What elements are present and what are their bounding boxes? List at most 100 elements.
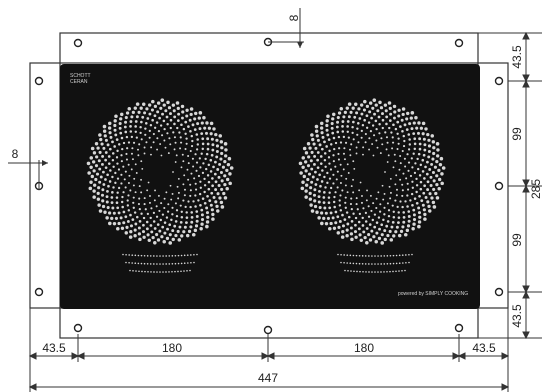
brand-logo-line2: CERAN <box>70 79 88 85</box>
burner-dot <box>209 170 213 173</box>
burner-dot <box>367 121 371 124</box>
burner-dot <box>220 151 224 156</box>
burner-dot <box>352 191 355 194</box>
control-dot <box>187 262 189 264</box>
burner-dot <box>130 135 134 139</box>
burner-dot <box>326 114 330 119</box>
burner-dot <box>150 108 154 112</box>
burner-dot <box>422 208 426 212</box>
burner-dot <box>105 195 109 199</box>
burner-dot <box>189 107 194 111</box>
burner-dot <box>355 197 358 200</box>
burner-dot <box>343 147 346 150</box>
control-dot <box>174 254 177 257</box>
burner-dot <box>352 212 355 215</box>
burner-dot <box>389 191 392 194</box>
burner-dot <box>141 230 146 234</box>
burner-dot <box>162 103 166 107</box>
burner-dot <box>219 140 224 144</box>
burner-dot <box>134 163 137 166</box>
burner-dot <box>108 147 112 151</box>
burner-dot <box>173 136 176 139</box>
burner-dot <box>191 139 194 143</box>
burner-dot <box>311 175 315 179</box>
burner-dot <box>185 221 188 224</box>
burner-dot <box>327 196 331 199</box>
burner-dot <box>176 119 180 122</box>
burner-dot <box>152 141 155 144</box>
burner-dot <box>376 109 380 113</box>
burner-dot <box>332 226 337 230</box>
burner-dot <box>341 189 344 192</box>
burner-dot <box>124 115 128 120</box>
burner-dot <box>146 117 150 120</box>
burner-dot <box>131 158 134 161</box>
burner-dot <box>341 125 344 128</box>
burner-dot <box>385 115 389 119</box>
burner-dot <box>402 172 405 175</box>
burner-dot <box>108 131 112 135</box>
burner-dot <box>338 199 341 202</box>
burner-dot <box>194 205 197 208</box>
burner-dot <box>313 188 317 192</box>
burner-dot <box>132 184 135 187</box>
burner-dot <box>211 212 215 217</box>
burner-dot <box>142 102 146 107</box>
control-dot <box>352 262 355 265</box>
control-dot <box>143 254 146 257</box>
control-dot <box>156 255 158 257</box>
burner-dot <box>186 168 189 171</box>
burner-dot <box>158 229 162 233</box>
burner-dot <box>407 219 411 223</box>
control-dot <box>356 270 358 273</box>
burner-dot <box>328 149 331 153</box>
burner-dot <box>215 150 219 154</box>
burner-dot <box>397 211 400 214</box>
burner-dot <box>330 126 334 130</box>
burner-dot <box>185 137 188 140</box>
burner-dot <box>342 152 345 155</box>
burner-dot <box>126 147 129 150</box>
control-dot <box>183 262 186 265</box>
burner-dot <box>391 136 394 139</box>
burner-dot <box>189 130 192 133</box>
burner-dot <box>201 197 205 200</box>
burner-dot <box>103 134 107 138</box>
burner-dot <box>100 142 104 146</box>
burner-dot <box>171 103 176 107</box>
burner-dot <box>198 127 202 131</box>
burner-dot <box>373 112 376 116</box>
control-dot <box>168 255 171 257</box>
burner-dot <box>179 220 183 224</box>
burner-dot <box>102 183 106 186</box>
burner-dot <box>165 216 169 219</box>
burner-dot <box>319 155 323 158</box>
burner-dot <box>367 233 371 237</box>
burner-dot <box>373 225 377 229</box>
burner-dot <box>101 162 104 166</box>
screw-holes <box>34 37 504 335</box>
control-dot <box>405 261 407 264</box>
burner-dot <box>131 218 135 221</box>
burner-dot <box>347 136 350 139</box>
burner-dot <box>352 138 355 141</box>
burner-dot <box>395 174 398 177</box>
burner-dot <box>347 172 350 174</box>
burner-dot <box>169 184 172 187</box>
burner-dot <box>209 132 213 136</box>
control-dot <box>144 270 146 273</box>
burner-dot <box>409 174 413 178</box>
burner-dot <box>147 238 151 243</box>
burner-dot <box>208 199 212 203</box>
burner-dot <box>318 143 322 147</box>
burner-dot <box>182 183 185 186</box>
burner-dot <box>422 137 426 141</box>
burner-dot <box>225 186 229 191</box>
burner-dot <box>155 205 158 208</box>
burner-dot <box>433 165 437 169</box>
burner-dot <box>372 235 376 239</box>
burner-dot <box>207 180 211 184</box>
burner-dot <box>105 200 109 204</box>
control-dot <box>128 254 130 256</box>
burner-dot <box>180 216 184 219</box>
